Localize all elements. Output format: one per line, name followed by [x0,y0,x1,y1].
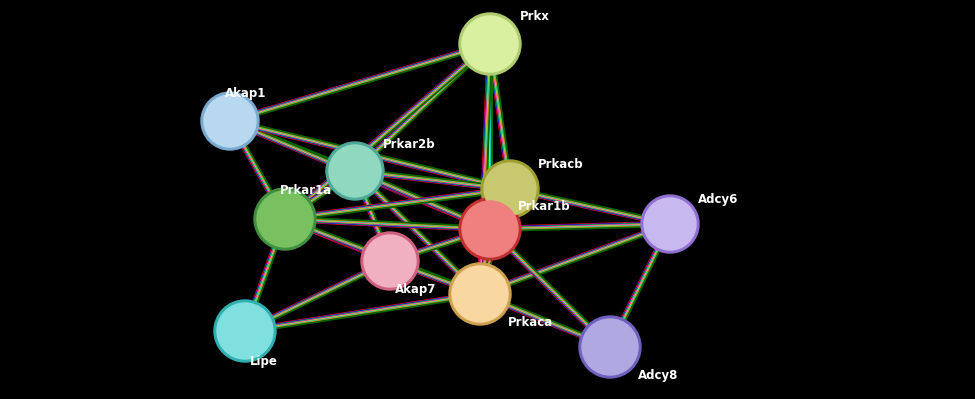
Circle shape [644,198,696,250]
Circle shape [484,163,536,215]
Circle shape [459,13,521,75]
Text: Prkar1b: Prkar1b [518,201,570,213]
Circle shape [656,210,684,238]
Circle shape [214,300,276,362]
Text: Prkaca: Prkaca [508,316,553,328]
Circle shape [326,142,384,200]
Text: Prkar1a: Prkar1a [280,184,332,198]
Text: Akap1: Akap1 [225,87,266,99]
Text: Prkacb: Prkacb [538,158,584,172]
Circle shape [465,279,495,309]
Circle shape [215,107,245,135]
Text: Akap7: Akap7 [395,282,437,296]
Text: Adcy6: Adcy6 [698,194,738,207]
Circle shape [361,232,419,290]
Circle shape [217,303,273,359]
Circle shape [449,263,511,325]
Circle shape [459,198,521,260]
Circle shape [579,316,641,378]
Circle shape [329,145,381,197]
Text: Prkx: Prkx [520,10,550,22]
Circle shape [375,247,405,275]
Circle shape [481,160,539,218]
Circle shape [201,92,259,150]
Circle shape [229,316,260,346]
Circle shape [204,95,256,147]
Circle shape [641,195,699,253]
Text: Prkar2b: Prkar2b [383,138,436,152]
Circle shape [270,203,300,234]
Circle shape [462,201,518,257]
Circle shape [462,16,518,72]
Circle shape [582,319,638,375]
Circle shape [595,332,625,362]
Circle shape [475,29,505,59]
Circle shape [452,266,508,322]
Circle shape [257,191,313,247]
Circle shape [254,188,316,250]
Circle shape [364,235,416,287]
Text: Lipe: Lipe [250,354,278,367]
Circle shape [475,213,505,245]
Circle shape [340,157,370,185]
Circle shape [495,175,525,203]
Text: Adcy8: Adcy8 [638,369,679,381]
